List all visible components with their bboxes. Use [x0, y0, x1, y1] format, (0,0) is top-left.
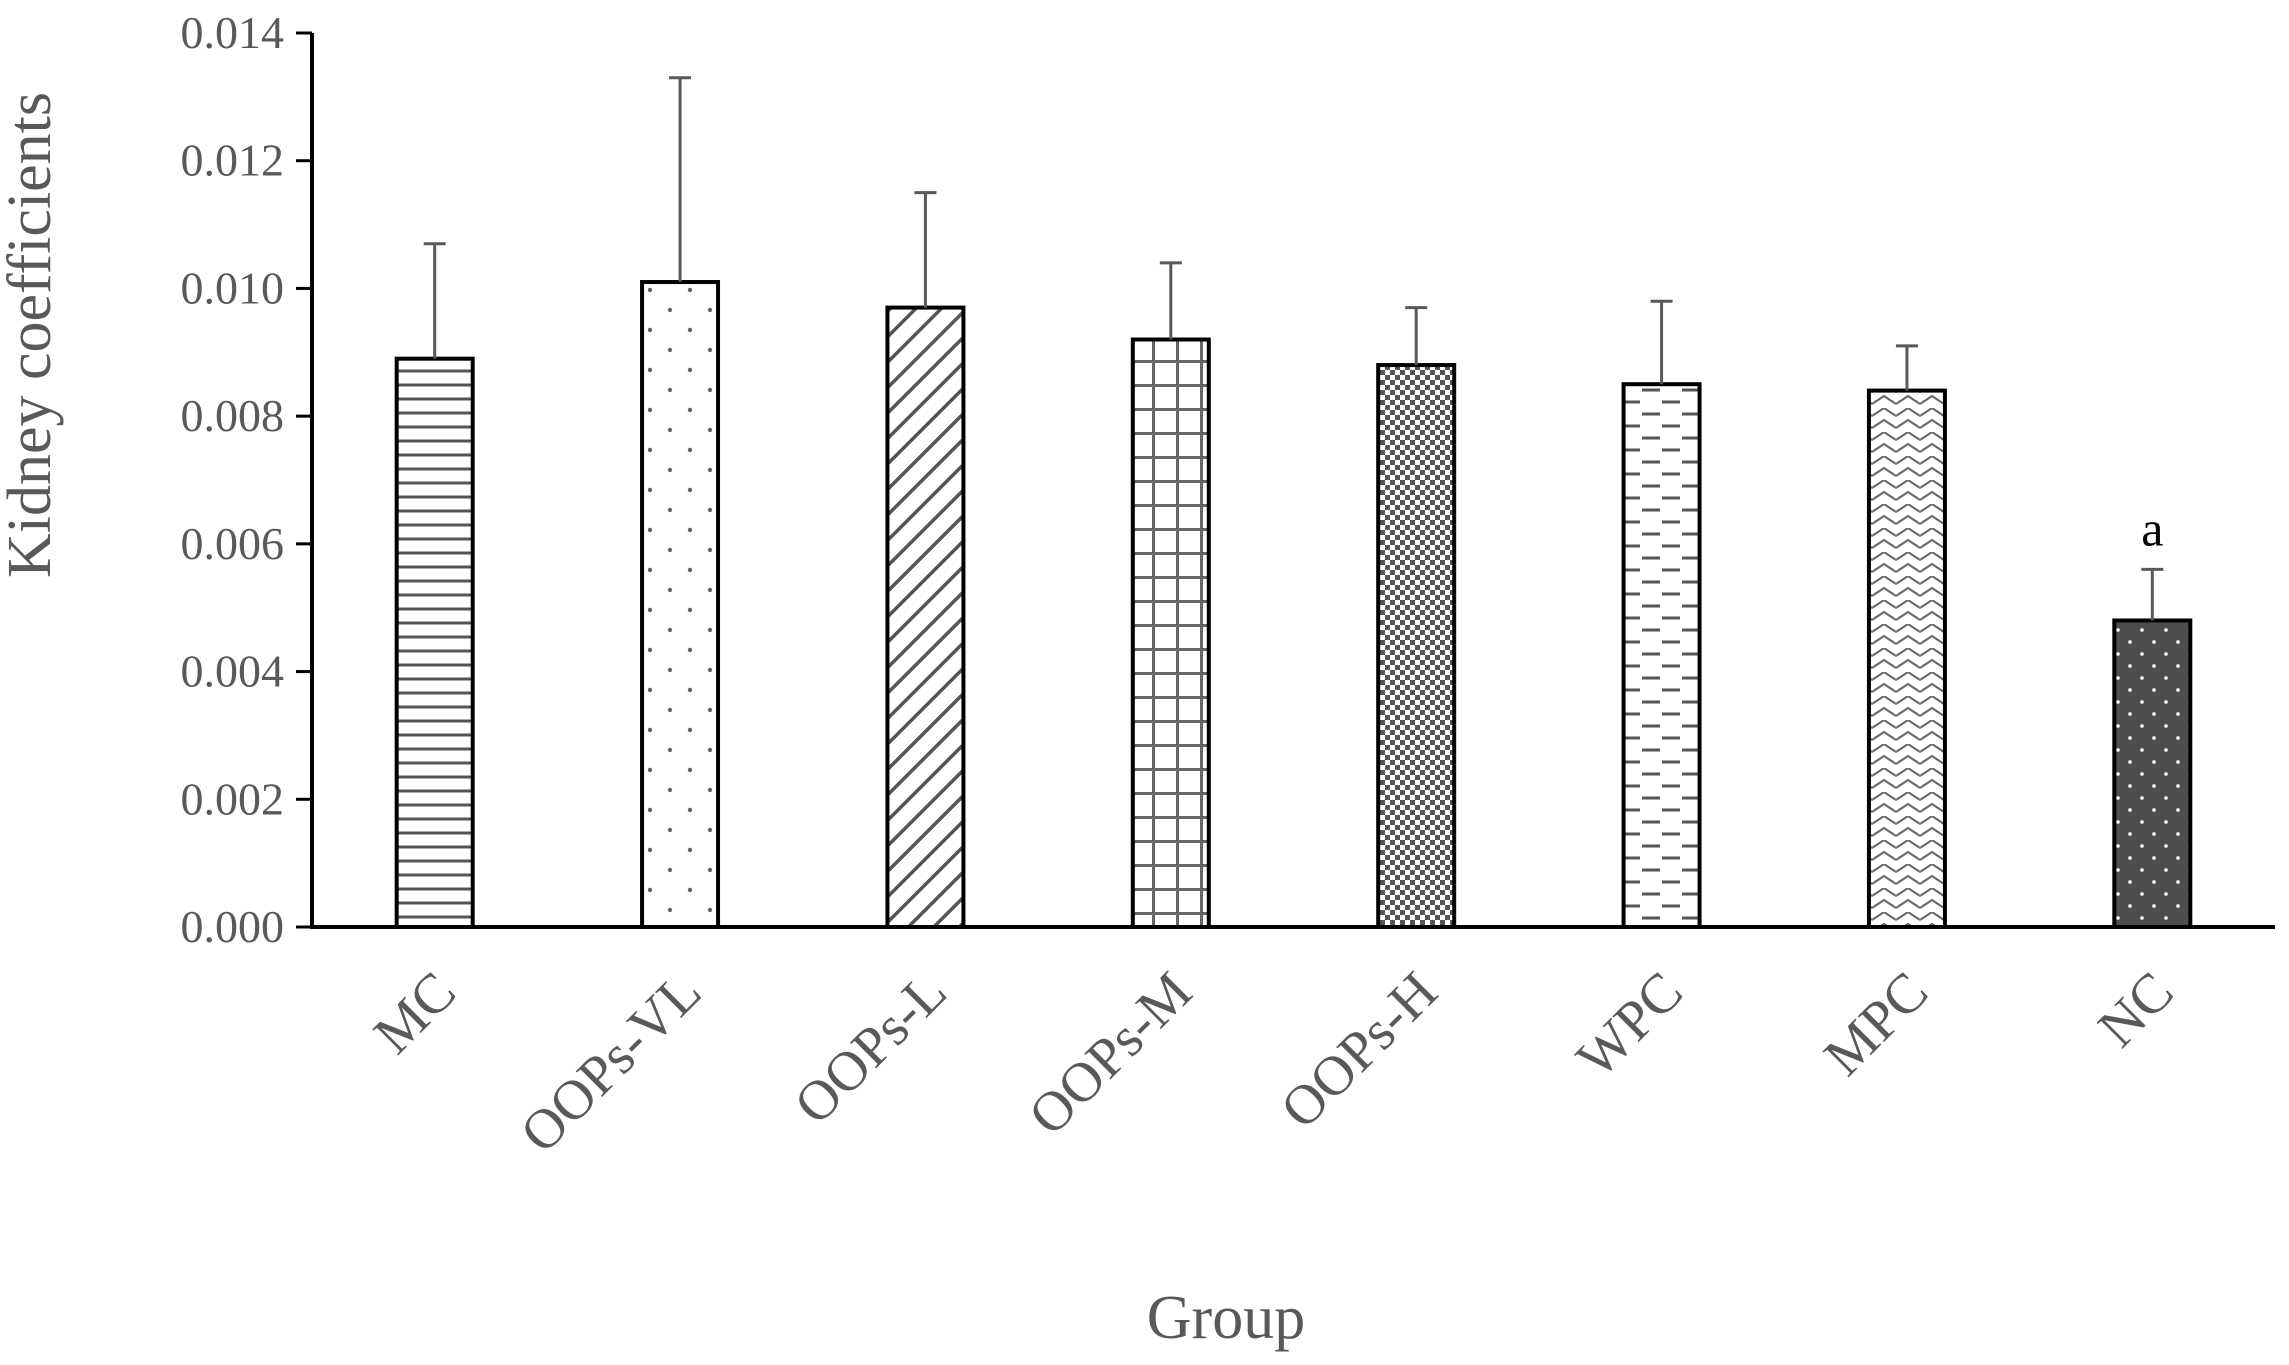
bar-wpc	[1621, 382, 1702, 929]
error-bar-oops-m	[1159, 261, 1182, 340]
x-tick-label: OOPs-M	[1017, 960, 1204, 1147]
error-bar-oops-h	[1405, 306, 1428, 366]
axes	[310, 33, 2275, 929]
bar-mpc	[1866, 388, 1947, 930]
x-axis-category-labels: MC OOPs-VL OOPs-L OOPs-M OOPs-H WPC MPC NC	[362, 960, 2185, 1164]
significance-annotations: a	[2141, 500, 2163, 556]
error-bars	[423, 76, 2164, 621]
significance-letter: a	[2141, 500, 2163, 556]
y-tick-label: 0.000	[181, 901, 285, 952]
y-axis-title: Kidney coefficients	[0, 92, 64, 578]
y-tick-label: 0.002	[181, 773, 285, 824]
error-bar-wpc	[1650, 299, 1673, 385]
x-tick-label: OOPs-L	[783, 960, 959, 1136]
y-tick-label: 0.010	[181, 262, 285, 313]
error-bar-oops-l	[914, 191, 937, 308]
x-tick-label: MPC	[1813, 960, 1940, 1087]
bars	[394, 280, 2193, 930]
x-axis-title: Group	[1147, 1284, 1305, 1352]
x-tick-label: OOPs-VL	[509, 960, 713, 1164]
x-tick-label: MC	[362, 960, 467, 1065]
y-tick-label: 0.004	[181, 646, 285, 697]
error-bar-mc	[423, 242, 446, 359]
error-bar-mpc	[1895, 344, 1918, 391]
bar-mc	[394, 356, 475, 929]
x-tick-label: WPC	[1565, 960, 1695, 1090]
x-tick-label: OOPs-H	[1269, 960, 1449, 1140]
y-tick-label: 0.012	[181, 135, 285, 186]
error-bar-nc	[2141, 567, 2164, 621]
bar-nc	[2112, 618, 2193, 929]
y-tick-label: 0.014	[181, 7, 285, 58]
bar-oops-vl	[640, 280, 721, 929]
error-bar-oops-vl	[669, 76, 692, 283]
y-tick-label: 0.006	[181, 518, 285, 569]
bar-oops-h	[1376, 363, 1457, 929]
y-tick-label: 0.008	[181, 390, 285, 441]
y-axis-ticks: 0.000 0.002 0.004 0.006 0.008 0.010 0.012 0.014	[181, 7, 312, 952]
x-tick-label: NC	[2087, 960, 2186, 1059]
bar-oops-m	[1130, 337, 1211, 929]
bar-oops-l	[885, 305, 966, 930]
